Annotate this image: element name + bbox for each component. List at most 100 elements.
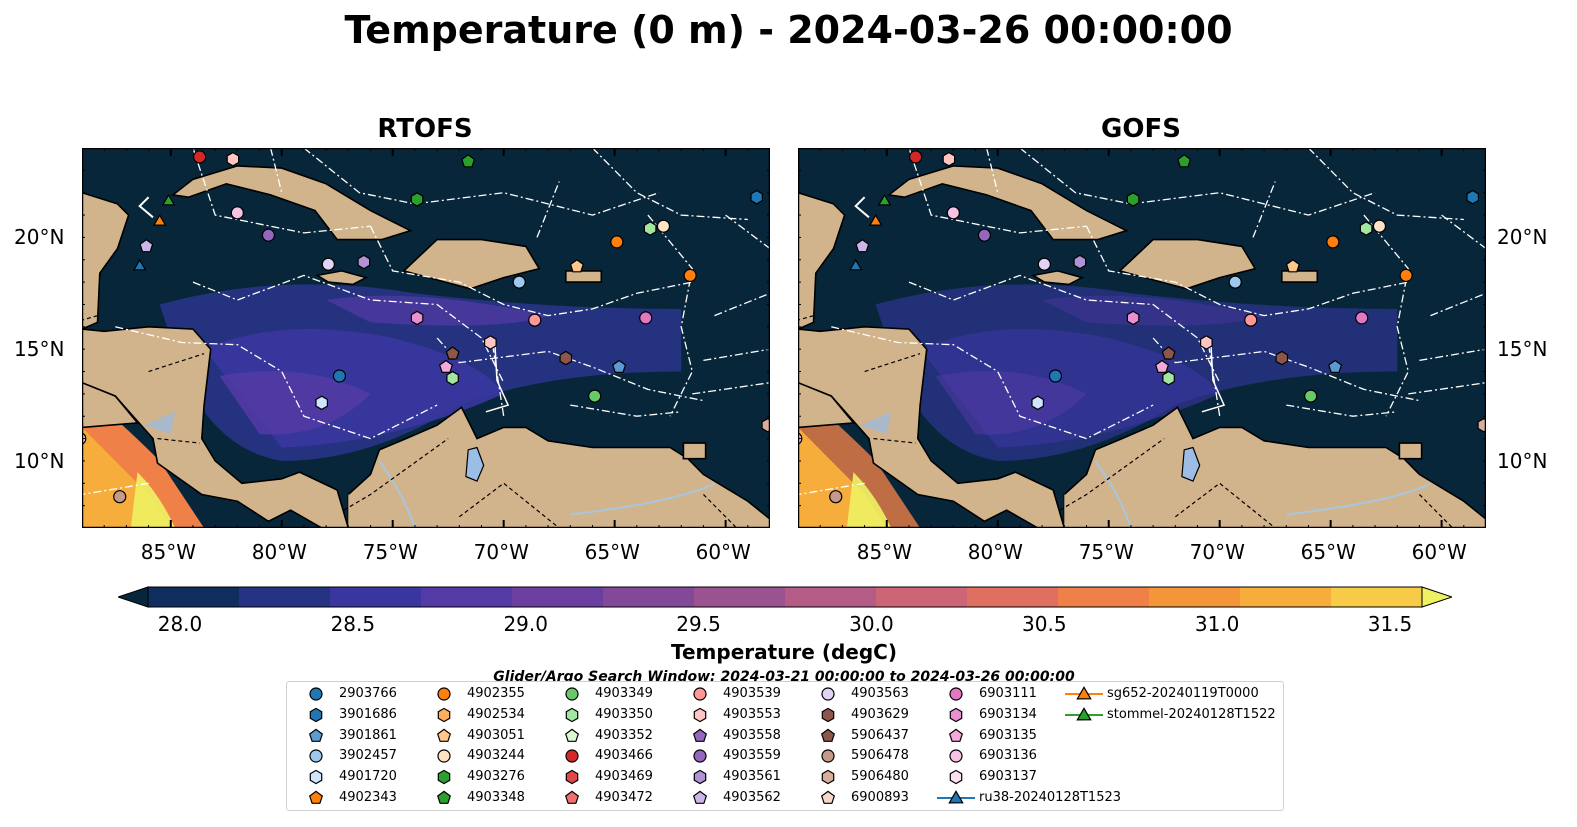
lat-tick-label-right: 10°N	[1497, 448, 1548, 473]
legend-label: 2903766	[339, 686, 397, 701]
marker-4903559	[977, 228, 992, 242]
colorbar-segment	[876, 587, 968, 607]
panel-title-rtofs: RTOFS	[377, 114, 473, 144]
legend-marker	[565, 707, 579, 723]
legend-marker	[693, 769, 707, 785]
legend-label: 4903539	[723, 686, 781, 701]
marker-4903561	[1073, 254, 1087, 270]
marker-5906437	[445, 346, 460, 360]
marker-6903135	[438, 359, 454, 373]
map-gofs	[798, 148, 1486, 528]
marker-4903276	[1126, 192, 1140, 207]
legend-label: 4902534	[467, 706, 525, 722]
marker-3902457	[1228, 275, 1242, 289]
marker-stommel-20240128T1522	[877, 193, 892, 206]
marker-4903539	[528, 313, 542, 327]
legend-marker	[820, 790, 836, 804]
lake-maracaibo	[1181, 446, 1201, 482]
colorbar-segment	[148, 587, 240, 607]
marker-4903561	[357, 254, 371, 270]
lon-tick-label: 65°W	[1300, 540, 1356, 564]
panel-title-gofs: GOFS	[1101, 114, 1181, 144]
legend-label: 4903466	[595, 748, 653, 764]
marker-5906480b	[761, 417, 770, 433]
colorbar-segment	[785, 587, 877, 607]
legend-label: 4903469	[595, 769, 653, 785]
colorbar-segment	[694, 587, 786, 607]
legend-marker	[564, 790, 580, 804]
legend-marker	[308, 728, 324, 742]
lon-tick-label: 75°W	[362, 540, 418, 564]
legend-label: 4902343	[339, 790, 397, 805]
legend-label: 4903561	[723, 769, 781, 785]
marker-4903466	[909, 150, 923, 164]
marker-6903111	[639, 311, 653, 325]
marker-4903051	[569, 259, 584, 273]
colorbar-segment	[421, 587, 513, 607]
figure-title: Temperature (0 m) - 2024-03-26 00:00:00	[344, 8, 1233, 52]
marker-4901720	[1031, 395, 1044, 411]
legend-label: 5906437	[851, 727, 909, 743]
marker-6903135	[1154, 359, 1170, 373]
legend-marker	[437, 769, 451, 785]
marker-4903553b	[484, 335, 497, 350]
legend-label: 4903558	[723, 727, 781, 743]
marker-6903134	[410, 310, 424, 326]
legend-marker	[692, 728, 708, 742]
legend-marker	[564, 728, 580, 742]
legend-marker	[937, 790, 975, 804]
legend-label: 4903349	[595, 686, 653, 701]
marker-4903276	[410, 192, 424, 207]
colorbar-segment	[603, 587, 695, 607]
legend: 2903766 3901686 3901861 3902457 4901720 49023…	[286, 681, 1284, 811]
marker-2903766	[332, 369, 347, 383]
colorbar-segment	[239, 587, 331, 607]
marker-4903562	[855, 239, 870, 253]
colorbar-tick-label: 29.5	[676, 612, 721, 636]
marker-5906478	[829, 490, 843, 504]
marker-3901861	[1328, 359, 1343, 373]
legend-marker	[437, 707, 451, 723]
legend-label: 6903111	[979, 686, 1037, 701]
legend-label: 4903563	[851, 686, 909, 701]
lon-tick-label: 75°W	[1078, 540, 1134, 564]
marker-ru38-20240128T1523	[132, 258, 147, 271]
legend-label: 4903348	[467, 790, 525, 805]
legend-marker	[1065, 706, 1103, 721]
marker-3901861	[612, 359, 627, 373]
marker-4903348	[461, 154, 476, 168]
colorbar-segment	[1240, 587, 1332, 607]
colorbar-tick-label: 30.0	[849, 612, 894, 636]
legend-label: 4903244	[467, 748, 525, 764]
lat-tick-label-left: 10°N	[14, 448, 65, 473]
legend-marker	[309, 749, 323, 763]
marker-4903629	[1275, 350, 1289, 366]
marker-6903111	[1355, 311, 1369, 325]
colorbar-segment	[1058, 587, 1150, 607]
legend-marker	[949, 687, 963, 701]
float-markers	[82, 150, 770, 504]
legend-marker	[436, 728, 452, 742]
legend-marker	[309, 707, 323, 723]
legend-label: 4903559	[723, 748, 781, 764]
legend-marker	[565, 769, 579, 785]
legend-marker	[693, 687, 707, 701]
colorbar-label: Temperature (degC)	[671, 640, 897, 664]
marker-2903766	[1048, 369, 1063, 383]
legend-marker	[693, 749, 707, 763]
legend-marker	[692, 790, 708, 804]
colorbar-segment	[512, 587, 604, 607]
marker-4902355	[1326, 235, 1340, 249]
legend-label: 5906480	[851, 769, 909, 785]
legend-label: 4902355	[467, 686, 525, 701]
colorbar-segment	[1331, 587, 1423, 607]
marker-3901686	[750, 189, 764, 205]
legend-marker	[949, 769, 963, 785]
marker-4903553b	[1200, 335, 1213, 350]
legend-label: 4903553	[723, 706, 781, 722]
marker-4903553	[226, 151, 240, 167]
marker-4903051	[1285, 259, 1300, 273]
legend-marker	[565, 749, 579, 763]
legend-label: sg652-20240119T0000	[1107, 686, 1259, 701]
lon-tick-label: 70°W	[1189, 540, 1245, 564]
